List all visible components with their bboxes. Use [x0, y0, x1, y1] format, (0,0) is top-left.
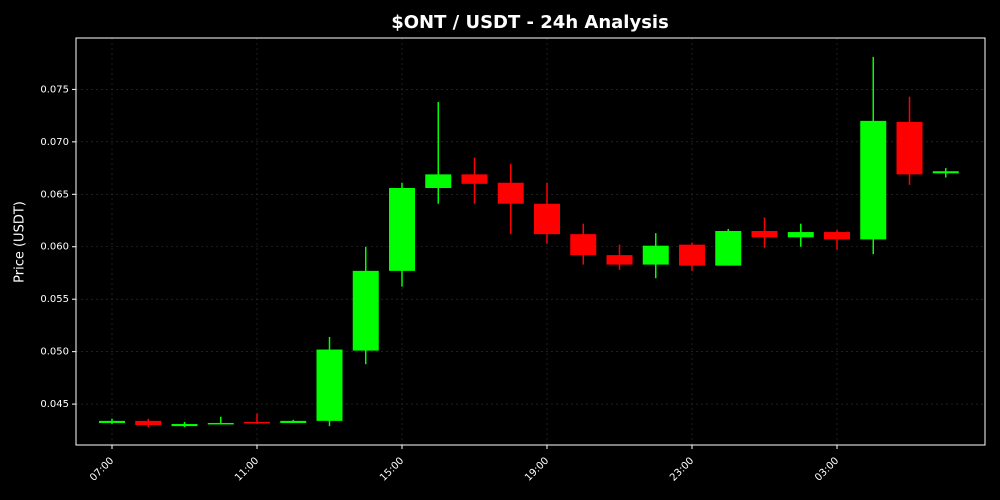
- candle-body: [787, 232, 814, 238]
- candle-body: [932, 171, 959, 174]
- candle-body: [171, 424, 198, 427]
- candle-body: [135, 420, 162, 426]
- candle-body: [207, 422, 234, 425]
- candle-body: [461, 174, 488, 184]
- y-axis-label: Price (USDT): [13, 201, 28, 283]
- plot-frame: [75, 37, 986, 446]
- candle-body: [679, 244, 705, 266]
- candle-body: [824, 232, 850, 240]
- candle-body: [534, 203, 560, 235]
- candle-body: [715, 231, 742, 266]
- candle-body: [751, 231, 778, 238]
- candle-body: [497, 182, 524, 204]
- candle-body: [316, 349, 343, 421]
- y-tick-label: 0.060: [40, 242, 69, 253]
- candle-body: [280, 420, 307, 423]
- candle-body: [352, 270, 379, 351]
- candle-body: [244, 421, 270, 424]
- candle-body: [606, 255, 633, 265]
- candle-body: [860, 120, 887, 240]
- candle-body: [425, 174, 452, 189]
- candle-body: [642, 245, 669, 265]
- candle-body: [570, 234, 597, 256]
- y-tick-label: 0.050: [40, 347, 69, 358]
- y-tick-label: 0.070: [40, 137, 69, 148]
- candle-body: [99, 420, 125, 423]
- y-tick-label: 0.065: [40, 189, 69, 200]
- candle-body: [896, 121, 923, 175]
- chart-title: $ONT / USDT - 24h Analysis: [391, 12, 669, 33]
- y-tick-label: 0.075: [40, 84, 69, 95]
- y-tick-label: 0.045: [40, 399, 69, 410]
- y-tick-label: 0.055: [40, 294, 69, 305]
- candle-body: [389, 188, 415, 271]
